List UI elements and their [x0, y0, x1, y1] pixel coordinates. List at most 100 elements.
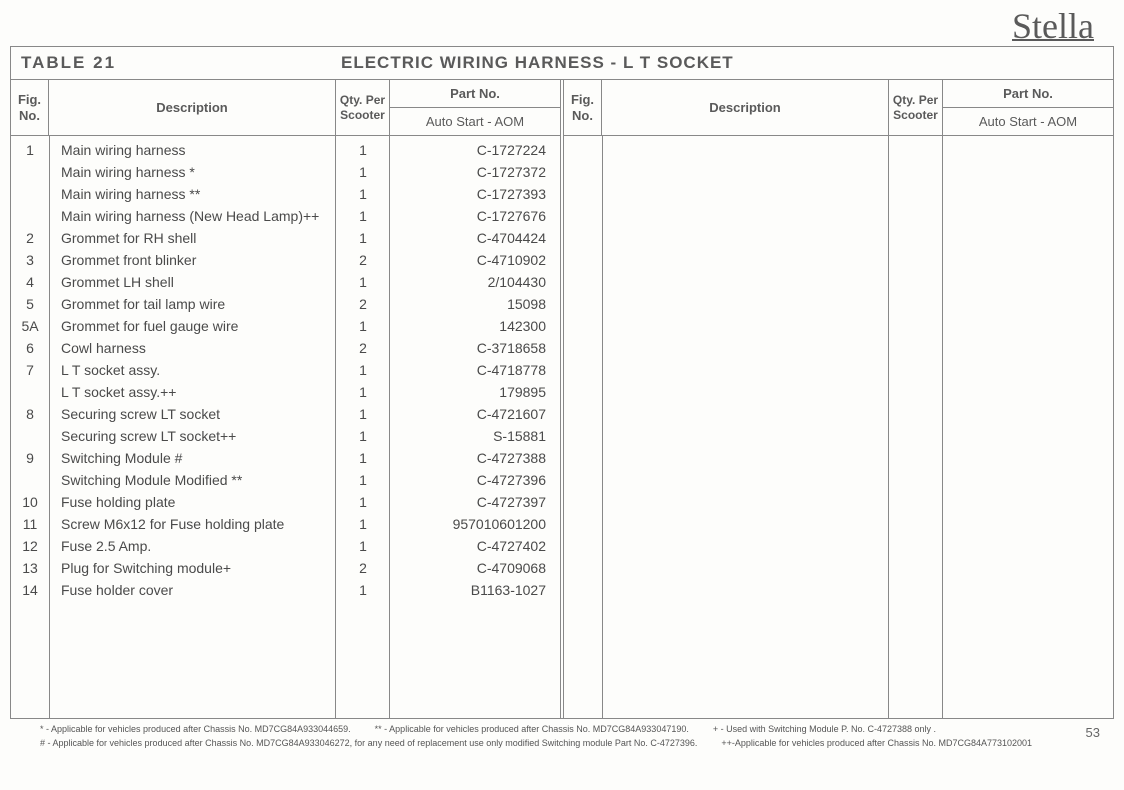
- column-headers-right: Fig.No. Description Qty. PerScooter Part…: [564, 80, 1113, 136]
- cell-qty: 1: [336, 450, 390, 466]
- cell-description: Fuse 2.5 Amp.: [49, 538, 336, 554]
- cell-qty: 2: [336, 296, 390, 312]
- cell-description: Main wiring harness (New Head Lamp)++: [49, 208, 336, 224]
- cell-description: Switching Module #: [49, 450, 336, 466]
- table-row: 1Main wiring harness1C-1727224: [11, 136, 560, 158]
- cell-part-no: 142300: [390, 318, 560, 334]
- table-row: Main wiring harness *1C-1727372: [11, 158, 560, 180]
- header-description: Description: [49, 80, 336, 135]
- cell-qty: 1: [336, 538, 390, 554]
- column-headers-left: Fig.No. Description Qty. PerScooter Part…: [11, 80, 560, 136]
- cell-description: L T socket assy.++: [49, 384, 336, 400]
- cell-part-no: C-4718778: [390, 362, 560, 378]
- cell-fig-no: [11, 208, 49, 224]
- cell-fig-no: 6: [11, 340, 49, 356]
- cell-qty: 2: [336, 560, 390, 576]
- footnote: + - Used with Switching Module P. No. C-…: [713, 723, 936, 737]
- table-body-left: 1Main wiring harness1C-1727224Main wirin…: [11, 136, 560, 718]
- table-row: 14Fuse holder cover1B1163-1027: [11, 576, 560, 598]
- header-qty: Qty. PerScooter: [336, 80, 390, 135]
- cell-description: Main wiring harness **: [49, 186, 336, 202]
- cell-description: Grommet for RH shell: [49, 230, 336, 246]
- cell-description: Securing screw LT socket: [49, 406, 336, 422]
- cell-fig-no: [11, 384, 49, 400]
- cell-description: Grommet for tail lamp wire: [49, 296, 336, 312]
- cell-qty: 1: [336, 362, 390, 378]
- cell-part-no: C-4727388: [390, 450, 560, 466]
- cell-part-no: C-1727676: [390, 208, 560, 224]
- table-row: 7L T socket assy.1C-4718778: [11, 356, 560, 378]
- header-qty: Qty. PerScooter: [889, 80, 943, 135]
- cell-description: Main wiring harness *: [49, 164, 336, 180]
- cell-qty: 1: [336, 494, 390, 510]
- cell-part-no: 15098: [390, 296, 560, 312]
- cell-part-no: C-4704424: [390, 230, 560, 246]
- cell-qty: 1: [336, 406, 390, 422]
- cell-fig-no: 3: [11, 252, 49, 268]
- cell-part-no: C-4727397: [390, 494, 560, 510]
- footnote: ++-Applicable for vehicles produced afte…: [721, 737, 1032, 751]
- table-row: L T socket assy.++1179895: [11, 378, 560, 400]
- table-row: Main wiring harness **1C-1727393: [11, 180, 560, 202]
- cell-fig-no: 13: [11, 560, 49, 576]
- cell-fig-no: 1: [11, 142, 49, 158]
- cell-qty: 1: [336, 318, 390, 334]
- cell-qty: 1: [336, 142, 390, 158]
- cell-part-no: C-1727224: [390, 142, 560, 158]
- cell-description: Main wiring harness: [49, 142, 336, 158]
- cell-qty: 1: [336, 516, 390, 532]
- table-left-half: Fig.No. Description Qty. PerScooter Part…: [11, 80, 560, 718]
- cell-part-no: C-1727393: [390, 186, 560, 202]
- table-row: 9Switching Module #1C-4727388: [11, 444, 560, 466]
- parts-table: TABLE 21 ELECTRIC WIRING HARNESS - L T S…: [10, 46, 1114, 719]
- table-title-row: TABLE 21 ELECTRIC WIRING HARNESS - L T S…: [11, 47, 1113, 80]
- cell-description: Grommet front blinker: [49, 252, 336, 268]
- footnote: # - Applicable for vehicles produced aft…: [40, 737, 697, 751]
- header-description: Description: [602, 80, 889, 135]
- footnote: ** - Applicable for vehicles produced af…: [375, 723, 689, 737]
- page-number: 53: [1086, 725, 1100, 740]
- cell-qty: 2: [336, 340, 390, 356]
- cell-description: Screw M6x12 for Fuse holding plate: [49, 516, 336, 532]
- cell-description: Plug for Switching module+: [49, 560, 336, 576]
- table-row: 10Fuse holding plate1C-4727397: [11, 488, 560, 510]
- cell-part-no: C-1727372: [390, 164, 560, 180]
- table-row: 5AGrommet for fuel gauge wire1142300: [11, 312, 560, 334]
- cell-part-no: S-15881: [390, 428, 560, 444]
- cell-fig-no: 14: [11, 582, 49, 598]
- cell-qty: 1: [336, 472, 390, 488]
- cell-qty: 1: [336, 428, 390, 444]
- cell-qty: 1: [336, 208, 390, 224]
- cell-qty: 1: [336, 582, 390, 598]
- table-number: TABLE 21: [21, 53, 341, 73]
- cell-part-no: 957010601200: [390, 516, 560, 532]
- table-body-right: [564, 136, 1113, 718]
- cell-fig-no: 2: [11, 230, 49, 246]
- cell-fig-no: [11, 164, 49, 180]
- cell-description: Fuse holder cover: [49, 582, 336, 598]
- cell-part-no: C-4721607: [390, 406, 560, 422]
- table-title: ELECTRIC WIRING HARNESS - L T SOCKET: [341, 53, 734, 73]
- header-part-no: Part No. Auto Start - AOM: [943, 80, 1113, 135]
- cell-fig-no: 4: [11, 274, 49, 290]
- table-right-half: Fig.No. Description Qty. PerScooter Part…: [560, 80, 1113, 718]
- cell-part-no: C-4709068: [390, 560, 560, 576]
- cell-part-no: C-4710902: [390, 252, 560, 268]
- cell-part-no: C-3718658: [390, 340, 560, 356]
- cell-description: L T socket assy.: [49, 362, 336, 378]
- table-row: 5Grommet for tail lamp wire215098: [11, 290, 560, 312]
- footnote: * - Applicable for vehicles produced aft…: [40, 723, 351, 737]
- table-row: Securing screw LT socket++1S-15881: [11, 422, 560, 444]
- cell-description: Switching Module Modified **: [49, 472, 336, 488]
- cell-qty: 1: [336, 274, 390, 290]
- header-part-no: Part No. Auto Start - AOM: [390, 80, 560, 135]
- cell-fig-no: 5: [11, 296, 49, 312]
- cell-part-no: C-4727402: [390, 538, 560, 554]
- table-row: 12Fuse 2.5 Amp.1C-4727402: [11, 532, 560, 554]
- cell-part-no: 2/104430: [390, 274, 560, 290]
- brand-logo: Stella: [10, 8, 1114, 44]
- table-row: Switching Module Modified **1C-4727396: [11, 466, 560, 488]
- cell-fig-no: [11, 472, 49, 488]
- cell-fig-no: 10: [11, 494, 49, 510]
- cell-fig-no: 5A: [11, 318, 49, 334]
